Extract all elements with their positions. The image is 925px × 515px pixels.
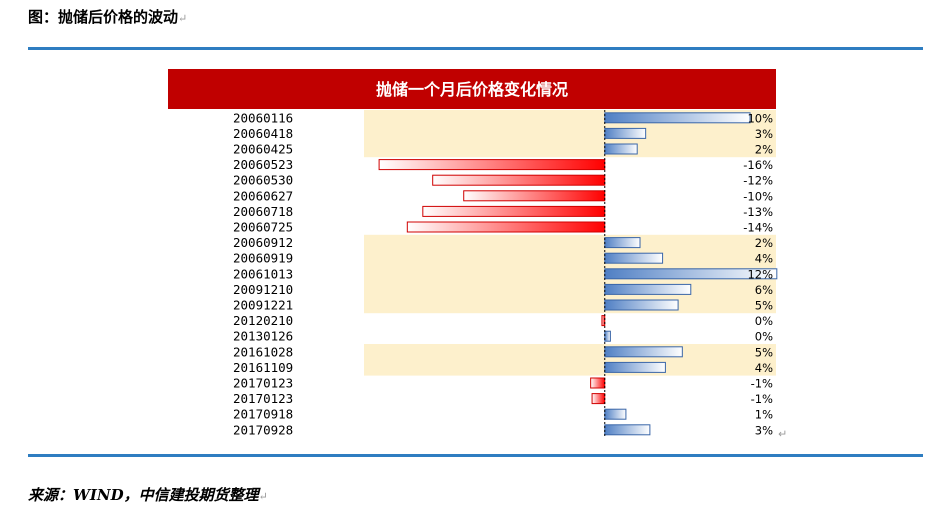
data-label: 6% [755,283,773,297]
bar [604,361,666,373]
bar [604,252,664,264]
data-label: 10% [747,111,773,125]
category-label: 20060523 [233,157,293,172]
bar [604,424,651,436]
data-label: 12% [747,267,773,281]
bar [604,127,647,139]
category-label: 20170123 [233,376,293,391]
figure-caption: 图：抛储后价格的波动↵ [28,6,187,27]
bar [590,377,606,389]
category-label: 20060418 [233,126,293,141]
data-label: 0% [755,330,773,344]
category-label: 20170928 [233,422,293,437]
data-label: 4% [755,361,773,375]
bar [604,283,692,295]
source-note-text: 来源：WIND，中信建投期货整理 [28,486,259,504]
figure-caption-text: 图：抛储后价格的波动 [28,8,179,26]
highlight-band [364,125,776,142]
bar [422,205,606,217]
data-label: 2% [755,143,773,157]
data-label: -14% [743,221,773,235]
data-label: -1% [751,392,773,406]
chart-title-band [168,69,776,109]
bar [463,190,606,202]
category-label: 20060912 [233,235,293,250]
category-label: 20060718 [233,204,293,219]
return-mark-icon: ↵ [258,490,268,503]
category-label: 20161028 [233,344,293,359]
bar [406,221,606,233]
category-label: 20060530 [233,173,293,188]
highlight-band [364,297,776,314]
data-label: -12% [743,174,773,188]
data-label: 3% [755,127,773,141]
data-label: -13% [743,205,773,219]
return-mark-icon: ↵ [178,12,188,25]
highlight-band [364,234,776,251]
highlight-band [364,250,776,267]
data-label: 1% [755,408,773,422]
category-label: 20120210 [233,313,293,328]
highlight-band [364,141,776,158]
category-label: 20130126 [233,329,293,344]
bottom-divider [28,454,923,457]
category-label: 20060116 [233,110,293,125]
bar [432,174,606,186]
bar [604,346,683,358]
data-label: 2% [755,236,773,250]
category-label: 20091221 [233,298,293,313]
bar [604,299,679,311]
bar [604,268,778,280]
data-label: -10% [743,189,773,203]
data-label: 5% [755,345,773,359]
bar [604,112,751,124]
data-label: 3% [755,423,773,437]
bar [604,408,627,420]
category-label: 20060627 [233,188,293,203]
bar [601,315,606,327]
data-label: 4% [755,252,773,266]
chart-title: 抛储一个月后价格变化情况 [376,80,568,99]
category-label: 20060725 [233,220,293,235]
data-label: -16% [743,158,773,172]
category-label: 20170918 [233,407,293,422]
bar [378,159,606,171]
data-label: 5% [755,299,773,313]
highlight-band [364,344,776,360]
bar [604,330,611,342]
highlight-band [364,281,776,298]
highlight-band [364,359,776,376]
category-label: 20060425 [233,142,293,157]
category-label: 20061013 [233,266,293,281]
category-label: 20170123 [233,391,293,406]
data-label: -1% [751,377,773,391]
category-label: 20091210 [233,282,293,297]
category-label: 20060919 [233,251,293,266]
return-mark-icon: ↵ [778,428,787,441]
bar [604,237,641,249]
category-label: 20161109 [233,360,293,375]
bar [604,143,638,155]
bar [591,393,606,405]
data-label: 0% [755,314,773,328]
top-divider [28,47,923,50]
source-note: 来源：WIND，中信建投期货整理↵ [28,484,268,505]
